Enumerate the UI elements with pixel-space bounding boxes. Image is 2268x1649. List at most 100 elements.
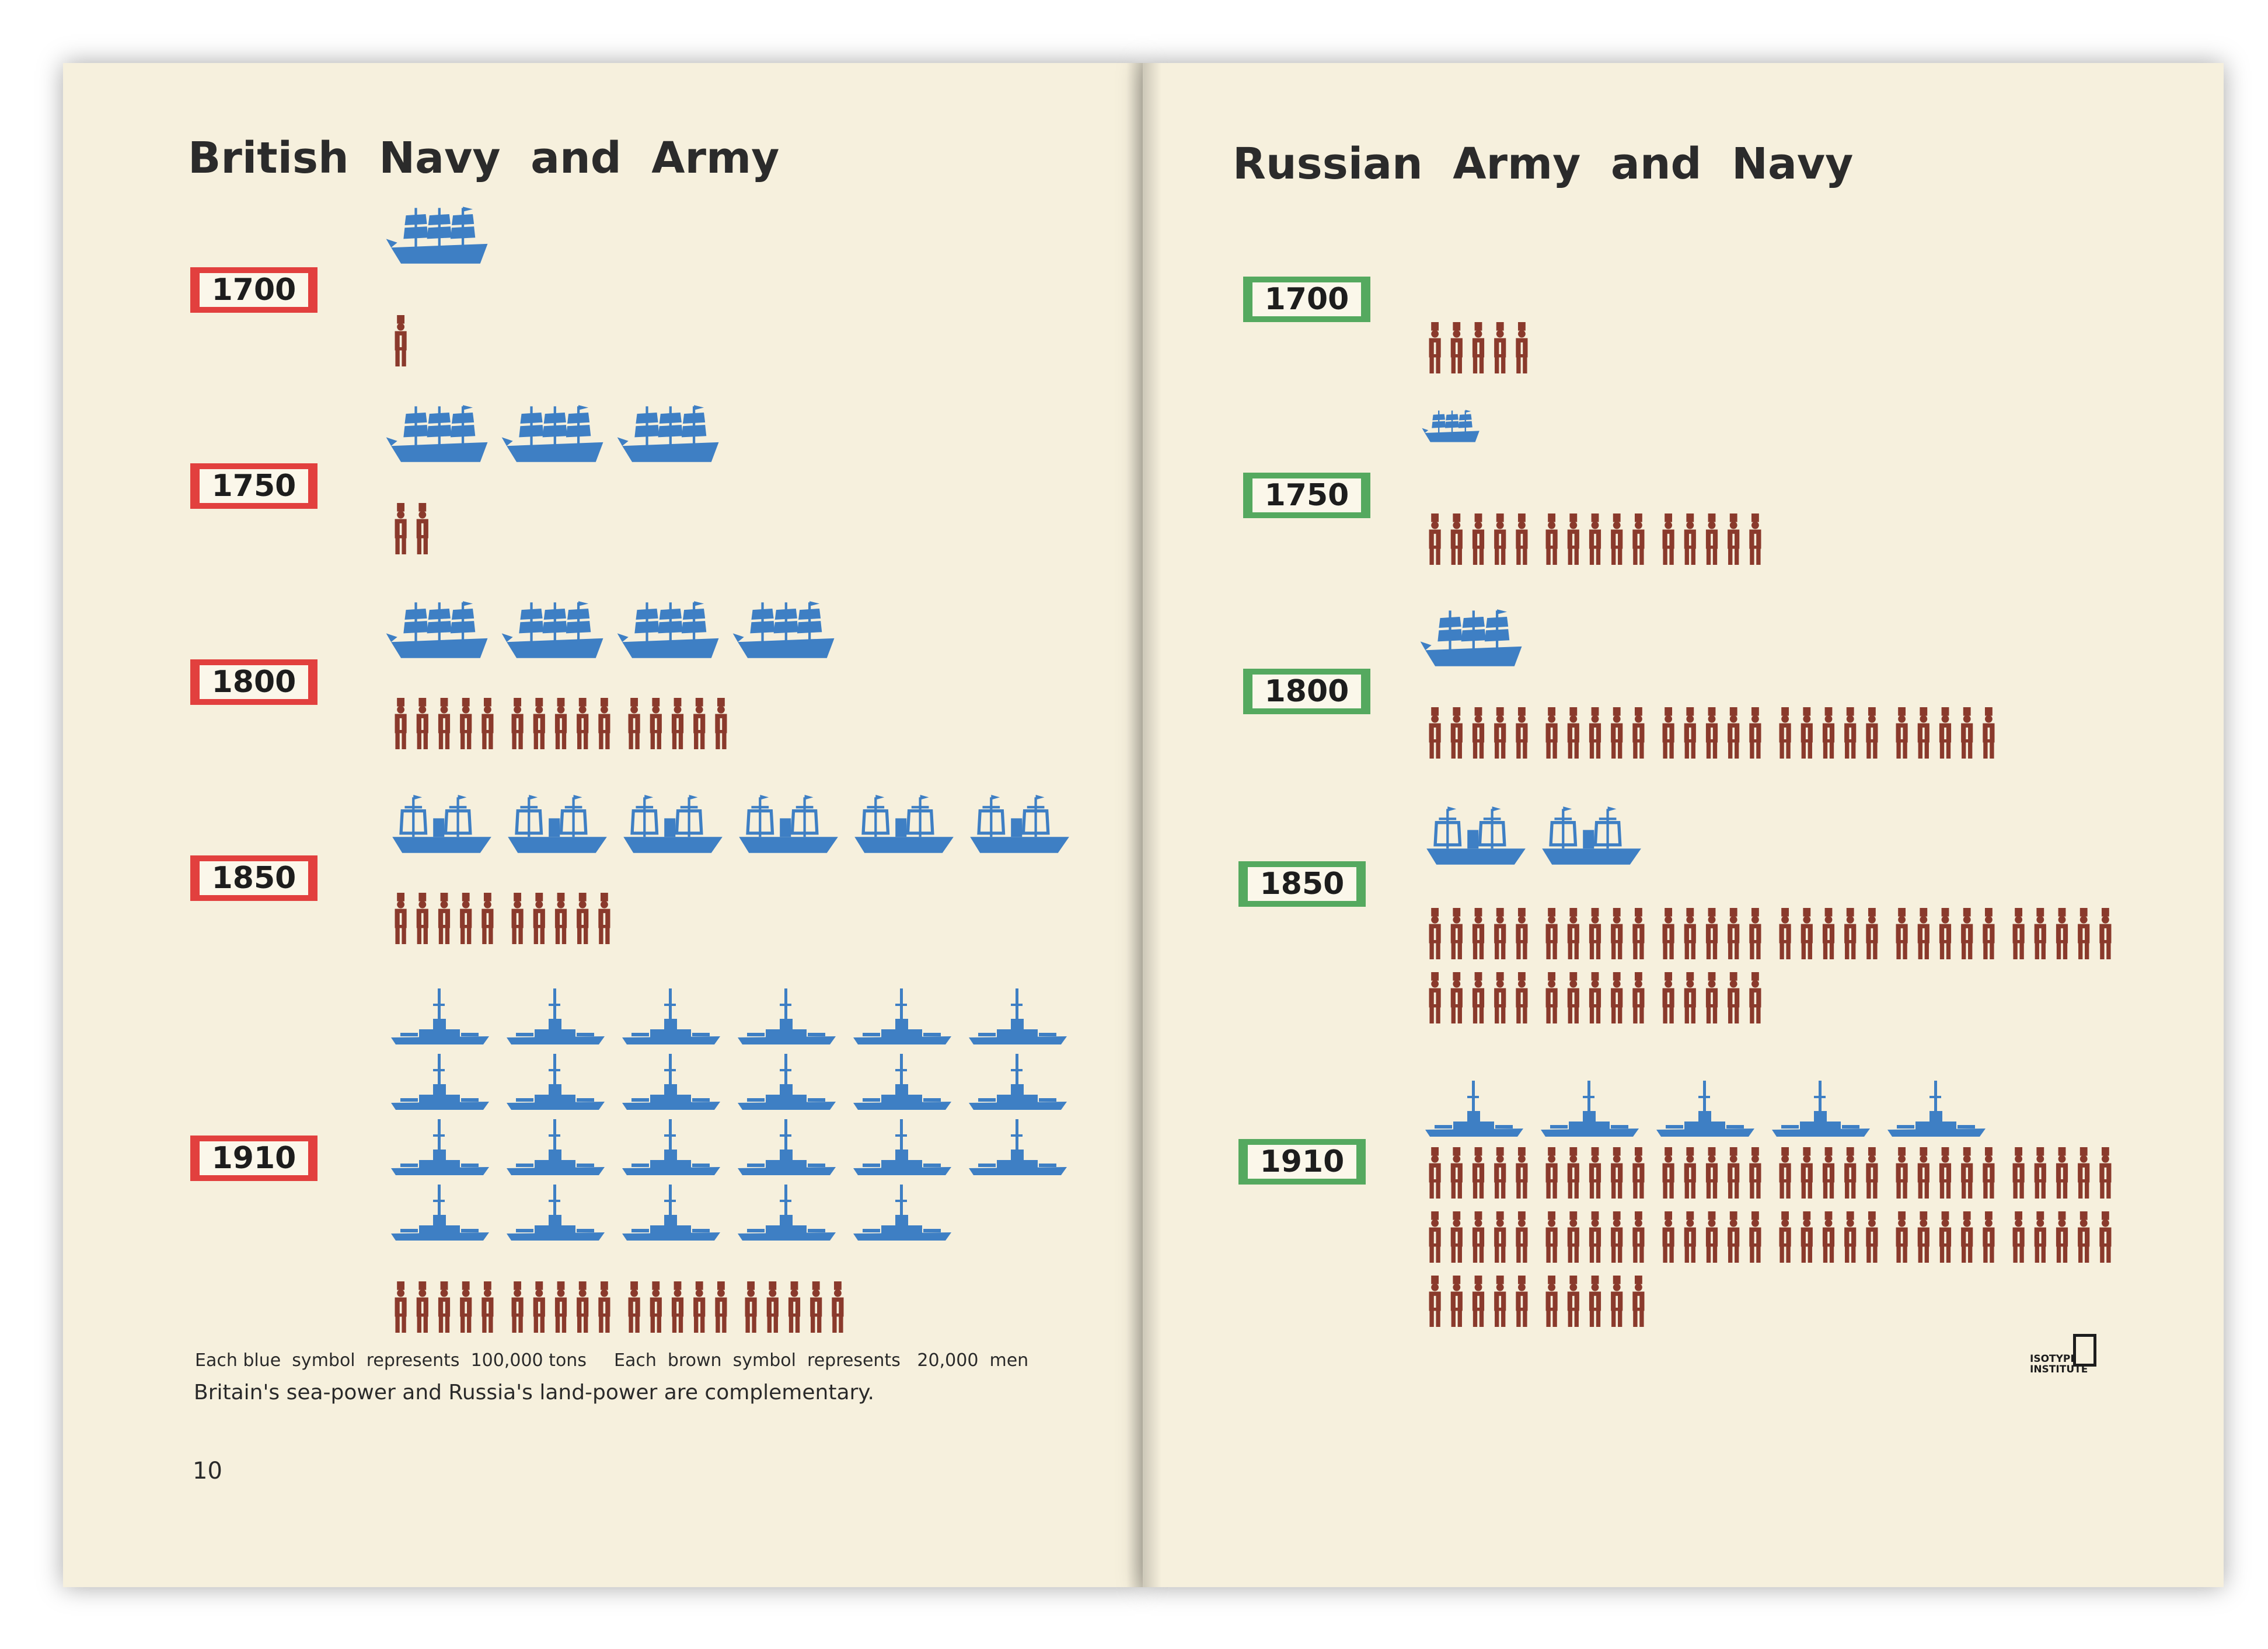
russian-army-symbol-1910-5 xyxy=(1896,1147,1995,1199)
russian-army-symbol-1850-2 xyxy=(1545,908,1645,959)
russian-army-symbol-1850-6 xyxy=(2012,908,2112,959)
british-navy-symbol-1850-4 xyxy=(739,795,838,853)
british-navy-symbol-1910-3 xyxy=(622,988,720,1044)
russian-army-symbol-1700-1 xyxy=(1429,322,1528,373)
british-navy-symbol-1910-9 xyxy=(622,1054,720,1110)
british-army-symbol-1700-1 xyxy=(395,315,407,366)
british-navy-symbol-1910-8 xyxy=(507,1054,605,1110)
british-navy-symbol-1850-6 xyxy=(970,795,1069,853)
british-army-symbol-1850-2 xyxy=(511,893,610,944)
british-navy-symbol-1910-18 xyxy=(969,1119,1067,1175)
british-navy-symbol-1910-20 xyxy=(507,1185,605,1241)
british-navy-symbol-1910-17 xyxy=(853,1119,951,1175)
russian-navy-symbol-1910-2 xyxy=(1541,1081,1639,1137)
book-gutter xyxy=(1126,63,1161,1587)
british-navy-symbol-1910-22 xyxy=(738,1185,836,1241)
british-navy-symbol-1910-2 xyxy=(507,988,605,1044)
russian-chart-title: Russian Army and Navy xyxy=(1233,139,1854,189)
british-year-label-1750: 1750 xyxy=(190,463,317,509)
british-navy-symbol-1910-15 xyxy=(622,1119,720,1175)
russian-army-symbol-1910-11 xyxy=(1896,1211,1995,1263)
british-army-symbol-1850-1 xyxy=(395,893,494,944)
british-navy-symbol-1910-4 xyxy=(738,988,836,1044)
russian-army-symbol-1850-5 xyxy=(1896,908,1995,959)
russian-army-symbol-1850-9 xyxy=(1662,972,1761,1023)
british-navy-symbol-1910-12 xyxy=(969,1054,1067,1110)
british-navy-symbol-1910-11 xyxy=(853,1054,951,1110)
russian-army-symbol-1910-1 xyxy=(1429,1147,1528,1199)
russian-year-label-1910: 1910 xyxy=(1238,1139,1366,1185)
british-navy-symbol-1700-1 xyxy=(386,207,488,264)
russian-navy-symbol-1850-1 xyxy=(1426,806,1526,865)
british-navy-symbol-1910-6 xyxy=(969,988,1067,1044)
russian-army-symbol-1910-7 xyxy=(1429,1211,1528,1263)
british-navy-symbol-1800-1 xyxy=(386,601,488,658)
russian-army-symbol-1910-12 xyxy=(2012,1211,2112,1263)
russian-army-symbol-1800-3 xyxy=(1662,707,1761,759)
russian-army-symbol-1800-5 xyxy=(1896,707,1995,759)
british-army-symbol-1750-1 xyxy=(395,503,428,554)
russian-army-symbol-1910-2 xyxy=(1545,1147,1645,1199)
russian-army-symbol-1910-9 xyxy=(1662,1211,1761,1263)
russian-navy-symbol-1910-1 xyxy=(1425,1081,1523,1137)
british-year-label-1850: 1850 xyxy=(190,855,317,901)
british-army-symbol-1910-1 xyxy=(395,1281,494,1333)
russian-army-symbol-1910-8 xyxy=(1545,1211,1645,1263)
russian-army-symbol-1850-3 xyxy=(1662,908,1761,959)
caption: Britain's sea-power and Russia's land-po… xyxy=(194,1381,874,1405)
british-navy-symbol-1850-3 xyxy=(623,795,723,853)
russian-army-symbol-1750-3 xyxy=(1662,513,1761,565)
navy-unit-note: Each blue symbol represents 100,000 tons xyxy=(195,1350,587,1371)
russian-navy-symbol-1850-2 xyxy=(1542,806,1641,865)
page-number: 10 xyxy=(193,1458,222,1484)
british-navy-symbol-1750-1 xyxy=(386,405,488,462)
british-navy-symbol-1910-7 xyxy=(391,1054,489,1110)
russian-navy-symbol-1750-1 xyxy=(1422,410,1480,442)
russian-army-symbol-1800-1 xyxy=(1429,707,1528,759)
british-navy-symbol-1750-2 xyxy=(501,405,603,462)
russian-army-symbol-1850-8 xyxy=(1545,972,1645,1023)
british-year-label-1800: 1800 xyxy=(190,659,317,705)
russian-year-label-1800: 1800 xyxy=(1243,669,1370,714)
british-army-symbol-1910-3 xyxy=(628,1281,727,1333)
british-navy-symbol-1800-4 xyxy=(732,601,835,658)
british-navy-symbol-1800-3 xyxy=(617,601,719,658)
russian-army-symbol-1850-7 xyxy=(1429,972,1528,1023)
russian-year-label-1850: 1850 xyxy=(1238,861,1366,907)
russian-army-symbol-1850-4 xyxy=(1779,908,1878,959)
british-navy-symbol-1910-21 xyxy=(622,1185,720,1241)
british-navy-symbol-1910-14 xyxy=(507,1119,605,1175)
british-year-label-1700: 1700 xyxy=(190,267,317,313)
russian-army-symbol-1910-10 xyxy=(1779,1211,1878,1263)
russian-army-symbol-1750-1 xyxy=(1429,513,1528,565)
russian-navy-symbol-1910-5 xyxy=(1887,1081,1986,1137)
british-navy-symbol-1910-1 xyxy=(391,988,489,1044)
army-unit-note: Each brown symbol represents 20,000 men xyxy=(614,1350,1029,1371)
russian-army-symbol-1800-4 xyxy=(1779,707,1878,759)
british-navy-symbol-1800-2 xyxy=(501,601,603,658)
british-army-symbol-1800-1 xyxy=(395,698,494,749)
russian-army-symbol-1910-3 xyxy=(1662,1147,1761,1199)
british-navy-symbol-1910-13 xyxy=(391,1119,489,1175)
russian-army-symbol-1910-13 xyxy=(1429,1276,1528,1327)
russian-navy-symbol-1910-4 xyxy=(1772,1081,1870,1137)
russian-year-label-1750: 1750 xyxy=(1243,473,1370,518)
russian-navy-symbol-1800-1 xyxy=(1420,609,1522,666)
russian-army-symbol-1750-2 xyxy=(1545,513,1645,565)
british-navy-symbol-1910-5 xyxy=(853,988,951,1044)
russian-army-symbol-1910-6 xyxy=(2012,1147,2112,1199)
british-army-symbol-1800-3 xyxy=(628,698,727,749)
russian-year-label-1700: 1700 xyxy=(1243,277,1370,322)
british-army-symbol-1910-4 xyxy=(745,1281,844,1333)
british-navy-symbol-1750-3 xyxy=(617,405,719,462)
isotype-logo-mark-icon xyxy=(2073,1334,2096,1367)
british-navy-symbol-1850-2 xyxy=(508,795,607,853)
russian-army-symbol-1800-2 xyxy=(1545,707,1645,759)
russian-navy-symbol-1910-3 xyxy=(1656,1081,1754,1137)
british-army-symbol-1800-2 xyxy=(511,698,610,749)
british-army-symbol-1910-2 xyxy=(511,1281,610,1333)
russian-army-symbol-1910-14 xyxy=(1545,1276,1645,1327)
british-navy-symbol-1850-5 xyxy=(854,795,954,853)
british-navy-symbol-1850-1 xyxy=(392,795,491,853)
